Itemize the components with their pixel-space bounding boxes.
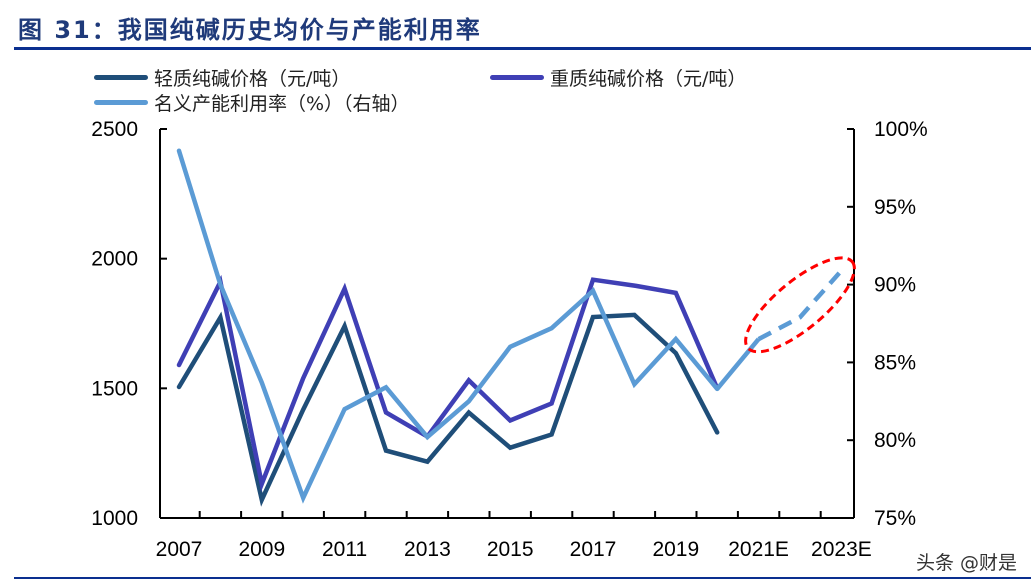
legend-item-heavy-soda: 重质纯碱价格（元/吨） [490,64,746,91]
y-right-tick-label: 90% [874,274,916,297]
series-line-1 [176,274,720,492]
x-tick-label: 2017 [570,538,617,561]
x-tick-label: 2011 [322,538,367,561]
legend-swatch [490,75,544,80]
bottom-divider [14,577,1031,579]
legend-swatch [94,100,148,105]
y-left-tick-label: 2000 [91,248,138,271]
legend-label: 重质纯碱价格（元/吨） [550,68,747,90]
y-left-tick-label: 1500 [91,377,138,400]
y-left-tick-label: 2500 [91,118,138,141]
y-right-tick-label: 85% [874,351,916,374]
x-tick-label: 2019 [652,538,699,561]
x-tick-label: 2021E [728,538,789,561]
legend-swatch [94,75,148,80]
x-tick-label: 2013 [404,538,451,561]
series-line-2-bridge [715,337,761,391]
series-line-0 [176,311,720,507]
figure-title: 图 31：我国纯碱历史均价与产能利用率 [18,16,482,44]
watermark: 头条 @财是 [915,548,1017,575]
y-right-tick-label: 95% [874,196,916,219]
y-right-tick-label: 100% [874,118,928,141]
y-right-tick-label: 80% [874,429,916,452]
x-tick-label: 2009 [238,538,285,561]
y-right-tick-label: 75% [874,507,916,530]
legend-item-capacity: 名义产能利用率（%）（右轴） [94,89,410,116]
x-tick-label: 2023E [811,538,872,561]
x-tick-label: 2015 [487,538,534,561]
forecast-highlight-ellipse [744,256,856,354]
x-tick-label: 2007 [156,538,203,561]
y-left-tick-label: 1000 [91,507,138,530]
legend-label: 名义产能利用率（%）（右轴） [154,93,410,115]
series-forecast-line-2 [757,269,844,342]
legend-item-light-soda: 轻质纯碱价格（元/吨） [94,64,350,91]
series-line-2 [176,148,720,504]
legend-label: 轻质纯碱价格（元/吨） [154,68,351,90]
title-divider [14,47,1031,50]
